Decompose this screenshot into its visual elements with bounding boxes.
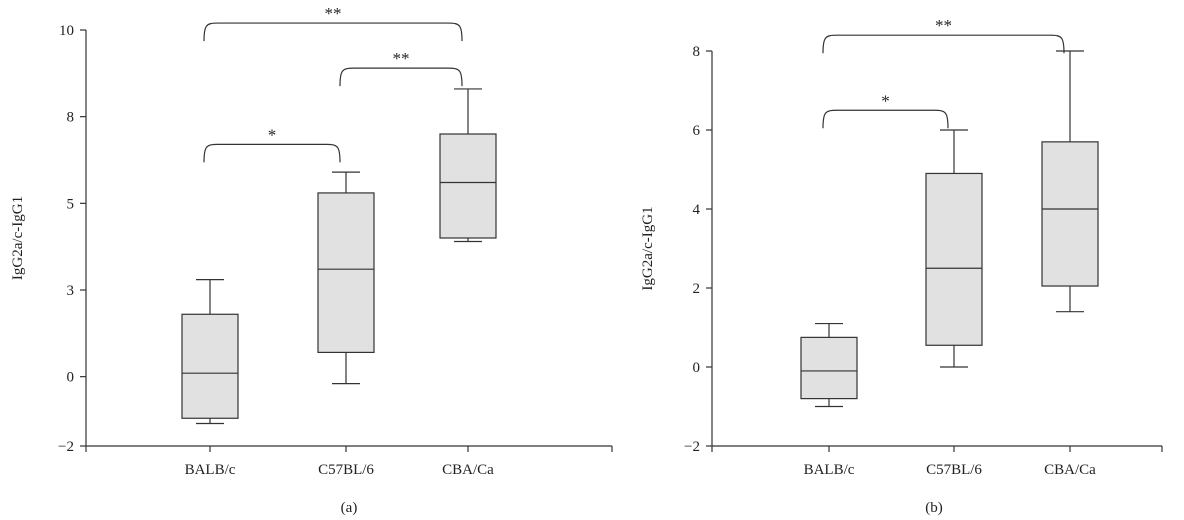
- iqr-box: [181, 313, 239, 419]
- y-tick-label: 0: [67, 370, 75, 386]
- x-category-label: CBA/Ca: [1044, 462, 1096, 478]
- x-category-label: CBA/Ca: [442, 462, 494, 478]
- iqr-box: [1041, 141, 1099, 287]
- iqr-box: [439, 133, 497, 239]
- panel-label: (b): [925, 500, 943, 516]
- y-tick-label: 4: [693, 202, 701, 218]
- significance-label: **: [935, 16, 952, 35]
- y-tick-label: −2: [58, 439, 74, 455]
- y-tick-label: 8: [693, 44, 701, 60]
- box-plot: [800, 322, 858, 408]
- panel-a-chart: −2 0 3 5 8 10 BALB/c C57BL/6 CBA/Ca IgG2a/c-IgG1 (…: [10, 4, 613, 516]
- significance-bracket: [822, 109, 949, 129]
- significance-label: **: [393, 49, 410, 68]
- iqr-box: [800, 336, 858, 400]
- y-tick-label: 2: [693, 281, 701, 297]
- significance-label: *: [881, 91, 890, 110]
- box-plot: [181, 279, 239, 425]
- x-category-label: C57BL/6: [318, 462, 374, 478]
- y-axis-title: IgG2a/c-IgG1: [10, 196, 26, 280]
- box-plot: [1041, 50, 1099, 313]
- y-tick-label: 6: [693, 123, 701, 139]
- panel-b-chart: −2 0 2 4 6 8 BALB/c C57BL/6 CBA/Ca IgG2a/c-IgG1 (b…: [640, 16, 1163, 516]
- significance-bracket: [203, 143, 341, 163]
- x-category-label: BALB/c: [185, 462, 236, 478]
- y-axis-title: IgG2a/c-IgG1: [640, 206, 656, 290]
- x-category-label: C57BL/6: [926, 462, 982, 478]
- iqr-box: [925, 172, 983, 346]
- box-plot: [439, 88, 497, 243]
- y-tick-label: 0: [693, 360, 701, 376]
- y-tick-label: −2: [684, 439, 700, 455]
- box-plot: [925, 129, 983, 368]
- significance-bracket: [203, 22, 463, 42]
- y-tick-label: 5: [67, 196, 75, 212]
- panel-label: (a): [341, 500, 358, 516]
- y-tick-label: 3: [67, 283, 75, 299]
- x-category-label: BALB/c: [804, 462, 855, 478]
- significance-bracket: [822, 34, 1065, 54]
- iqr-box: [317, 192, 375, 353]
- y-tick-label: 10: [59, 23, 74, 39]
- y-tick-label: 8: [67, 110, 75, 126]
- box-plot: [317, 171, 375, 385]
- significance-bracket: [339, 67, 463, 87]
- significance-label: *: [268, 125, 277, 144]
- significance-label: **: [325, 4, 342, 23]
